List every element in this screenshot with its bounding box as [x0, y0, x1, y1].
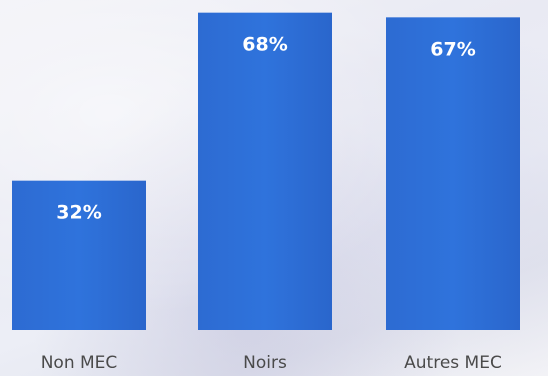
category-labels-layer: Non MEC Noirs Autres MEC [41, 353, 502, 373]
bar-noirs [198, 12, 332, 331]
bar-non-mec [12, 180, 146, 330]
value-label-autres-mec: 67% [430, 38, 475, 60]
value-label-noirs: 68% [242, 34, 287, 56]
category-label-autres-mec: Autres MEC [404, 353, 502, 373]
bar-autres-mec [386, 17, 520, 330]
category-label-non-mec: Non MEC [41, 353, 118, 373]
value-label-non-mec: 32% [56, 202, 101, 224]
category-label-noirs: Noirs [243, 353, 287, 373]
bars-layer [12, 12, 520, 331]
value-labels-layer: 32% 68% 67% [56, 34, 475, 224]
